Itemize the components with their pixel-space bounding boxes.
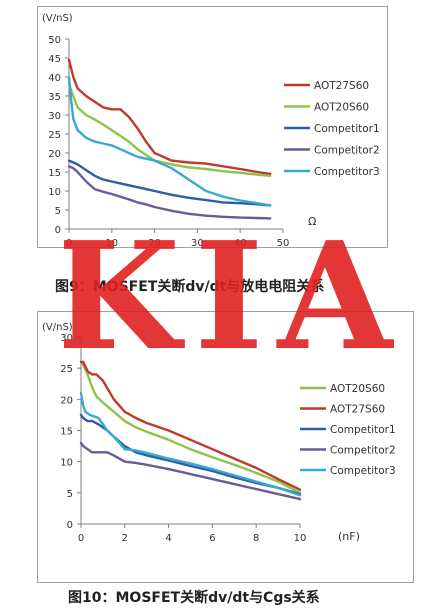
- x-axis-label: (nF): [338, 530, 360, 543]
- series-line-competitor2: [67, 165, 272, 220]
- x-tick-label: 8: [253, 533, 259, 544]
- y-tick-label: 0: [55, 225, 61, 236]
- svg-text:KIA: KIA: [64, 228, 394, 358]
- x-tick-label: 40: [234, 238, 247, 247]
- chart-caption-1: 图9：MOSFET关断dv/dt与放电电阻关系: [55, 279, 325, 295]
- y-tick-label: 15: [60, 427, 73, 438]
- chart-panel-2: 0 5 10 15 20 25 30 0 2 4 6 8 10 (V/nS) (nF) AOT20S60 AOT…: [37, 311, 414, 583]
- y-axis-label: (V/nS): [42, 322, 73, 333]
- legend-entry-competitor1: Competitor1: [314, 123, 380, 135]
- x-tick-label: 4: [165, 533, 171, 544]
- legend-entry-competitor3: Competitor3: [314, 166, 380, 178]
- y-tick-label: 20: [60, 395, 73, 406]
- legend-entry-aot27s60: AOT27S60: [330, 404, 385, 416]
- y-tick-label: 30: [48, 111, 61, 122]
- y-tick-label: 25: [60, 364, 73, 375]
- legend-entry-competitor2: Competitor2: [330, 445, 396, 457]
- y-tick-label: 50: [48, 35, 61, 46]
- series-line-competitor1: [79, 413, 302, 496]
- series-line-aot27s60: [67, 58, 272, 176]
- y-tick-label: 30: [60, 333, 73, 344]
- dvdt-cgs-chart: 0 5 10 15 20 25 30 0 2 4 6 8 10 (V/nS) (nF) AOT20S60 AOT…: [42, 322, 396, 544]
- series-line-aot20s60: [79, 360, 302, 494]
- legend-entry-aot27s60: AOT27S60: [314, 80, 369, 92]
- y-tick-label: 10: [60, 458, 73, 469]
- x-tick-label: 20: [148, 238, 161, 247]
- y-tick-label: 35: [48, 92, 61, 103]
- y-tick-label: 15: [48, 168, 61, 179]
- kia-watermark-logo: KIA: [52, 209, 394, 383]
- series-line-aot27s60: [79, 360, 302, 491]
- y-axis-label: (V/nS): [42, 13, 73, 24]
- x-tick-label: 10: [105, 238, 118, 247]
- legend-entry-competitor2: Competitor2: [314, 145, 380, 157]
- legend-entry-aot20s60: AOT20S60: [314, 102, 369, 114]
- y-tick-label: 25: [48, 130, 61, 141]
- y-tick-label: 5: [67, 489, 73, 500]
- x-tick-label: 0: [66, 238, 72, 247]
- x-tick-label: 50: [277, 238, 290, 247]
- y-tick-label: 5: [55, 206, 61, 217]
- series-line-competitor3: [67, 75, 272, 207]
- legend-entry-competitor1: Competitor1: [330, 424, 396, 436]
- y-tick-label: 40: [48, 73, 61, 84]
- y-tick-label: 45: [48, 54, 61, 65]
- dvdt-resistance-chart: 0 5 10 15 20 25 30 35 40 45 50 0 10 20 30 40 50 (V/nS) Ω AO…: [42, 13, 380, 247]
- y-tick-label: 0: [67, 520, 73, 531]
- x-tick-label: 10: [294, 533, 307, 544]
- y-tick-label: 10: [48, 187, 61, 198]
- chart-caption-2: 图10：MOSFET关断dv/dt与Cgs关系: [68, 590, 320, 606]
- series-line-competitor3: [79, 391, 302, 497]
- series-line-competitor1: [67, 159, 272, 207]
- x-tick-label: 2: [122, 533, 128, 544]
- legend-entry-aot20s60: AOT20S60: [330, 383, 385, 395]
- x-tick-label: 6: [209, 533, 215, 544]
- series-line-aot20s60: [67, 83, 272, 177]
- x-axis-label: Ω: [308, 215, 316, 228]
- series-line-competitor2: [79, 441, 302, 501]
- x-tick-label: 0: [78, 533, 84, 544]
- y-tick-label: 20: [48, 149, 61, 160]
- x-tick-label: 30: [191, 238, 204, 247]
- chart-panel-1: 0 5 10 15 20 25 30 35 40 45 50 0 10 20 30 40 50 (V/nS) Ω AO…: [37, 6, 388, 248]
- legend-entry-competitor3: Competitor3: [330, 465, 396, 477]
